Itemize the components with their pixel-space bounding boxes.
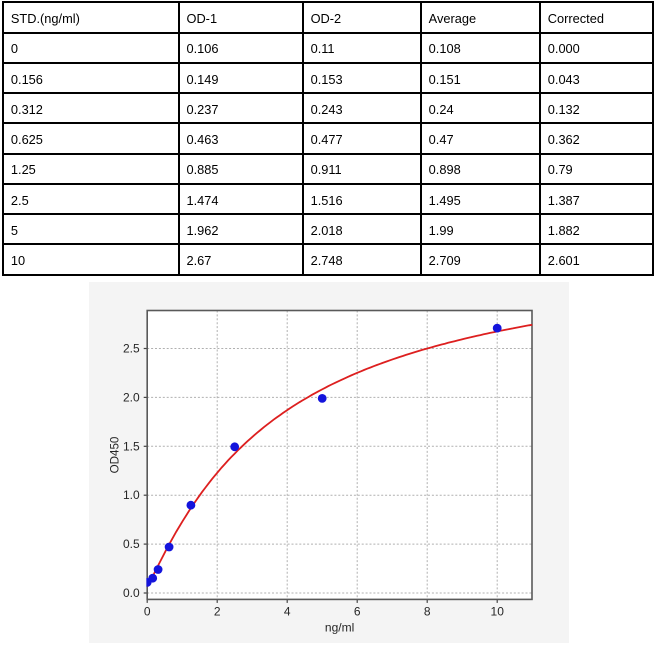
svg-text:2: 2 bbox=[214, 605, 221, 619]
svg-text:0.0: 0.0 bbox=[123, 586, 140, 600]
svg-text:6: 6 bbox=[354, 605, 361, 619]
svg-text:2.0: 2.0 bbox=[123, 390, 140, 404]
svg-text:1.5: 1.5 bbox=[123, 439, 140, 453]
svg-text:8: 8 bbox=[424, 605, 431, 619]
svg-text:4: 4 bbox=[284, 605, 291, 619]
svg-text:0: 0 bbox=[144, 605, 151, 619]
svg-text:OD450: OD450 bbox=[108, 437, 121, 474]
svg-text:0.5: 0.5 bbox=[123, 537, 140, 551]
svg-text:2.5: 2.5 bbox=[123, 342, 140, 356]
svg-text:1.0: 1.0 bbox=[123, 488, 140, 502]
svg-text:10: 10 bbox=[491, 605, 505, 619]
svg-text:ng/ml: ng/ml bbox=[325, 621, 354, 635]
